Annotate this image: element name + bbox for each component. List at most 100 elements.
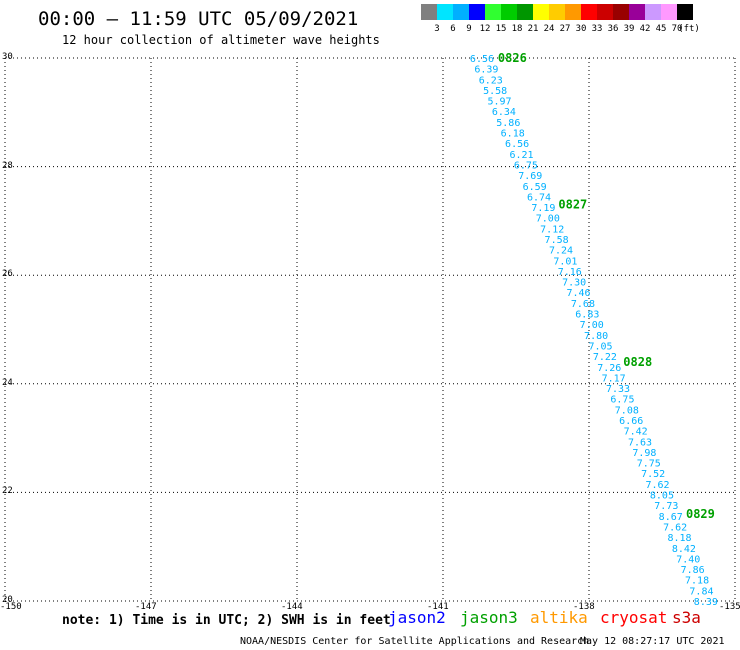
units-note: note: 1) Time is in UTC; 2) SWH is in fe… <box>62 613 391 628</box>
swh-value-label: 7.52 <box>641 469 665 480</box>
colorbar-tick-label: 18 <box>511 24 523 34</box>
swh-value-label: 7.18 <box>685 576 709 587</box>
swh-value-label: 6.59 <box>523 182 547 193</box>
colorbar-swatch <box>629 4 645 20</box>
swh-value-label: 7.80 <box>584 331 608 342</box>
swh-value-label: 7.62 <box>646 480 670 491</box>
colorbar-swatch <box>677 4 693 20</box>
swh-value-label: 7.08 <box>615 405 639 416</box>
swh-value-label: 7.40 <box>676 554 700 565</box>
swh-value-label: 7.26 <box>597 363 621 374</box>
swh-value-label: 6.18 <box>501 129 525 140</box>
swh-value-label: 7.58 <box>545 235 569 246</box>
swh-value-label: 5.97 <box>487 97 511 108</box>
colorbar-swatch <box>565 4 581 20</box>
lat-tick-label: 30 <box>2 52 13 62</box>
swh-value-label: 7.16 <box>558 267 582 278</box>
colorbar-swatch <box>597 4 613 20</box>
colorbar-tick-label: 39 <box>623 24 635 34</box>
lat-tick-label: 24 <box>2 377 13 388</box>
swh-value-label: 8.18 <box>667 533 691 544</box>
swh-value-label: 7.68 <box>571 299 595 310</box>
swh-value-label: 7.42 <box>624 427 648 438</box>
swh-value-label: 7.46 <box>567 288 591 299</box>
lon-tick-label: -138 <box>573 602 595 612</box>
swh-value-label: 7.00 <box>536 214 560 225</box>
swh-value-label: 8.42 <box>672 544 696 555</box>
swh-value-label: 7.19 <box>531 203 555 214</box>
colorbar-swatch <box>437 4 453 20</box>
colorbar-tick-label: 27 <box>559 24 571 34</box>
lat-tick-label: 22 <box>2 486 13 497</box>
swh-value-label: 7.69 <box>518 171 542 182</box>
swh-value-label: 8.05 <box>650 491 674 502</box>
satellite-legend-s3a: s3a <box>672 608 701 627</box>
pass-time-label: 0828 <box>623 355 652 369</box>
colorbar-tick-label: 15 <box>495 24 507 34</box>
lat-tick-label: 20 <box>2 595 13 605</box>
map-title: 00:00 – 11:59 UTC 05/09/2021 <box>38 8 359 30</box>
lon-tick-label: -144 <box>281 602 303 612</box>
swh-value-label: 7.00 <box>580 320 604 331</box>
lat-tick-label: 28 <box>2 160 13 171</box>
colorbar-tick-label: 3 <box>434 24 440 34</box>
swh-value-label: 7.63 <box>628 437 652 448</box>
wave-height-colorbar <box>421 4 693 20</box>
swh-value-label: 8.39 <box>694 597 718 608</box>
satellite-legend-jason3: jason3 <box>460 608 518 627</box>
colorbar-swatch <box>549 4 565 20</box>
lon-tick-label: -147 <box>135 602 157 612</box>
colorbar-tick-label: 70 <box>671 24 683 34</box>
swh-value-label: 6.75 <box>514 160 538 171</box>
colorbar-tick-label: 21 <box>527 24 539 34</box>
colorbar-tick-label: 42 <box>639 24 651 34</box>
colorbar-tick-label: 9 <box>466 24 472 34</box>
satellite-legend-jason2: jason2 <box>388 608 446 627</box>
swh-value-label: 7.22 <box>593 352 617 363</box>
swh-value-label: 7.05 <box>588 341 612 352</box>
credit-text: NOAA/NESDIS Center for Satellite Applica… <box>240 636 590 647</box>
swh-value-label: 6.21 <box>509 150 533 161</box>
colorbar-swatch <box>581 4 597 20</box>
pass-time-label: 0829 <box>686 507 715 521</box>
colorbar-swatch <box>421 4 437 20</box>
colorbar-swatch <box>501 4 517 20</box>
colorbar-swatch <box>453 4 469 20</box>
colorbar-swatch <box>469 4 485 20</box>
swh-value-label: 6.23 <box>479 75 503 86</box>
colorbar-swatch <box>645 4 661 20</box>
swh-value-label: 7.62 <box>663 522 687 533</box>
colorbar-tick-label: (ft) <box>678 24 700 34</box>
lon-tick-label: -141 <box>427 602 449 612</box>
lon-tick-label: -135 <box>719 602 740 612</box>
colorbar-tick-label: 45 <box>655 24 667 34</box>
lon-tick-label: -150 <box>0 602 22 612</box>
swh-value-label: 7.01 <box>553 256 577 267</box>
pass-time-label: 0826 <box>498 51 527 65</box>
colorbar-tick-label: 24 <box>543 24 555 34</box>
swh-value-label: 6.39 <box>474 65 498 76</box>
map-subtitle: 12 hour collection of altimeter wave hei… <box>62 33 380 47</box>
swh-value-label: 6.74 <box>527 192 551 203</box>
colorbar-swatch <box>517 4 533 20</box>
swh-value-label: 6.34 <box>492 107 516 118</box>
swh-value-label: 7.17 <box>602 373 626 384</box>
colorbar-tick-label: 12 <box>479 24 491 34</box>
swh-value-label: 5.86 <box>496 118 520 129</box>
swh-value-label: 7.33 <box>606 384 630 395</box>
satellite-legend-altika: altika <box>530 608 588 627</box>
colorbar-swatch <box>485 4 501 20</box>
lat-tick-label: 26 <box>2 269 13 280</box>
swh-value-label: 5.58 <box>483 86 507 97</box>
swh-value-label: 7.98 <box>632 448 656 459</box>
colorbar-swatch <box>661 4 677 20</box>
swh-value-label: 6.75 <box>610 395 634 406</box>
swh-value-label: 7.12 <box>540 224 564 235</box>
colorbar-swatch <box>533 4 549 20</box>
generated-timestamp: May 12 08:27:17 UTC 2021 <box>580 636 725 647</box>
colorbar-tick-label: 36 <box>607 24 619 34</box>
swh-value-label: 7.73 <box>654 501 678 512</box>
satellite-legend-cryosat: cryosat <box>600 608 668 627</box>
